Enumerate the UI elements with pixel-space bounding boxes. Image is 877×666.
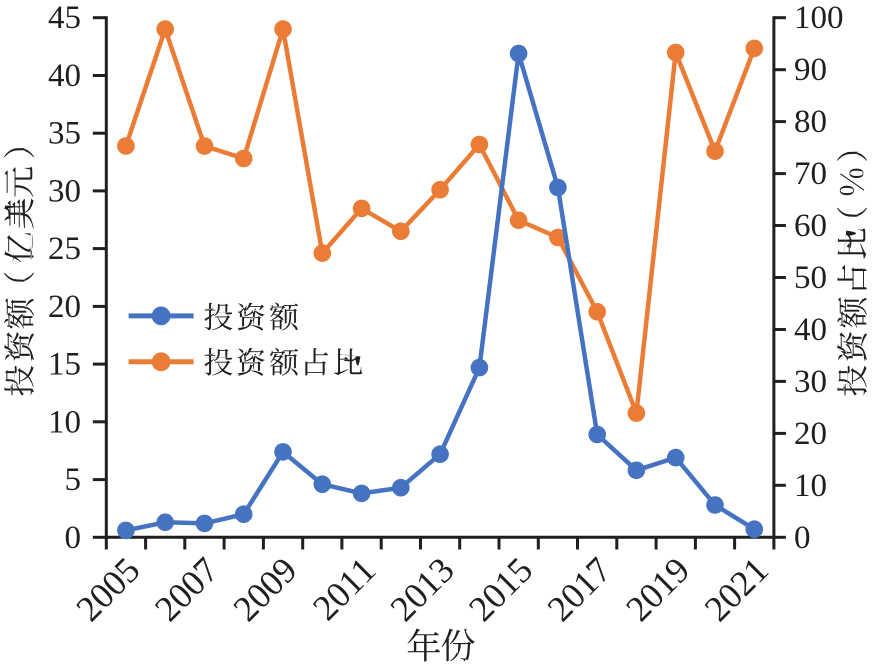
svg-text:60: 60 — [794, 208, 827, 244]
svg-text:90: 90 — [794, 52, 827, 88]
svg-text:35: 35 — [48, 116, 81, 152]
svg-text:20: 20 — [48, 289, 81, 325]
svg-text:70: 70 — [794, 156, 827, 192]
svg-text:10: 10 — [794, 468, 827, 504]
svg-text:40: 40 — [794, 312, 827, 348]
svg-text:50: 50 — [794, 260, 827, 296]
svg-text:0: 0 — [794, 520, 811, 556]
svg-text:20: 20 — [794, 416, 827, 452]
svg-text:15: 15 — [48, 347, 81, 383]
svg-text:80: 80 — [794, 104, 827, 140]
svg-text:40: 40 — [48, 58, 81, 94]
svg-text:30: 30 — [48, 173, 81, 209]
svg-text:0: 0 — [65, 520, 82, 556]
svg-text:100: 100 — [794, 0, 844, 36]
svg-text:25: 25 — [48, 231, 81, 267]
svg-text:30: 30 — [794, 364, 827, 400]
svg-text:5: 5 — [65, 462, 82, 498]
svg-text:45: 45 — [48, 0, 81, 36]
svg-text:10: 10 — [48, 404, 81, 440]
